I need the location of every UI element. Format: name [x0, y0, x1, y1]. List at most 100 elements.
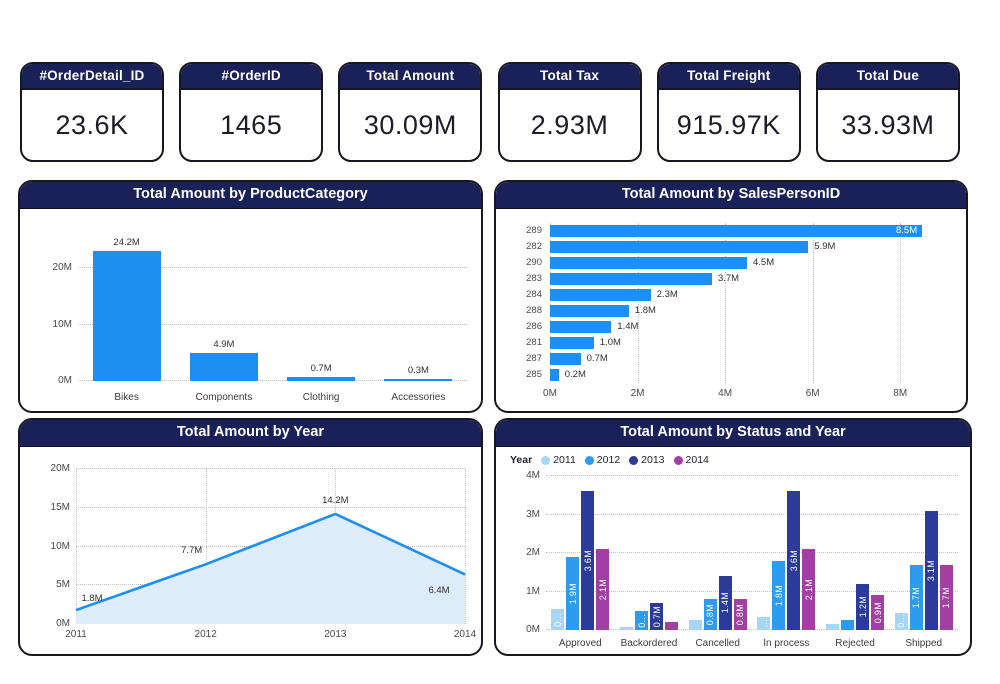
bar-backordered-2014[interactable] — [665, 622, 678, 630]
kpi-card-value: 23.6K — [55, 109, 129, 140]
status-group-5: 0... 1.7M 3.1M 1.7M — [889, 476, 958, 630]
bar-value-label: 1.7M — [911, 586, 922, 608]
legend-item-2013[interactable]: 2013 — [629, 454, 665, 466]
gridline — [725, 223, 727, 383]
chart-title-salesperson: Total Amount by SalesPersonID — [496, 182, 966, 209]
bar-value-label: 0.7M — [310, 363, 332, 375]
y-axis-label: 4M — [526, 470, 540, 481]
hbar-289[interactable]: 8.5M — [550, 225, 923, 237]
legend-item-2011[interactable]: 2011 — [541, 454, 576, 466]
kpi-card-value: 30.09M — [363, 109, 457, 140]
x-axis-label: Shipped — [905, 638, 943, 649]
panel-status-year: Total Amount by Status and Year Year 2011… — [494, 418, 972, 656]
legend-label: 2011 — [553, 454, 576, 466]
bar-approved-2013[interactable]: 3.6M — [581, 491, 595, 630]
bar-shipped-2014[interactable]: 1.7M — [939, 564, 953, 630]
gridline — [546, 629, 958, 630]
x-axis-label: Bikes — [114, 392, 139, 403]
row-id-label: 288 — [526, 305, 542, 316]
bar-cancelled-2013[interactable]: 1.4M — [718, 576, 732, 630]
x-axis-label: 2012 — [194, 629, 217, 640]
hbar-283[interactable]: 3.7M — [550, 273, 739, 285]
bar-accessories[interactable] — [384, 379, 453, 381]
area-series[interactable] — [76, 469, 465, 624]
bar-approved-2011[interactable]: 0... — [551, 608, 565, 630]
salesperson-plot: 0M 2M 4M 6M 8M 289 8.5M 282 5.9M 290 4.5M 283 3.7M 28… — [526, 223, 944, 399]
bar-rejected-2014[interactable]: 0.9M — [871, 595, 885, 630]
kpi-card[interactable]: Total Freight 915.97K — [656, 62, 801, 162]
bar-approved-2014[interactable]: 2.1M — [596, 549, 610, 630]
bar-value-label: 0.8M — [705, 603, 716, 626]
bar-rejected-2012[interactable] — [841, 620, 855, 630]
kpi-card-title: Total Tax — [499, 64, 640, 90]
bar-shipped-2013[interactable]: 3.1M — [924, 510, 938, 630]
status-group-0: 0... 1.9M 3.6M 2.1M — [546, 476, 615, 630]
legend-swatch-icon — [584, 455, 594, 465]
bar-value-label: 0... — [636, 613, 647, 628]
chart-title-year: Total Amount by Year — [20, 420, 481, 447]
bar-shipped-2012[interactable]: 1.7M — [909, 564, 923, 630]
salesperson-chart[interactable]: 0M 2M 4M 6M 8M 289 8.5M 282 5.9M 290 4.5M 283 3.7M 28… — [496, 209, 966, 411]
bar-value-label: 0.8M — [735, 603, 746, 626]
status-group-3: ... 1.8M 3.6M 2.1M — [752, 476, 821, 630]
bar-value-label: 0.7M — [651, 605, 662, 628]
bar-slot: 4.9M — [175, 237, 272, 381]
bar-backordered-2012[interactable]: 0... — [635, 610, 648, 630]
bar-in-process-2013[interactable]: 3.6M — [787, 491, 801, 630]
kpi-card[interactable]: #OrderDetail_ID 23.6K — [20, 62, 164, 162]
status-group-2: 0.8M 1.4M 0.8M — [683, 476, 752, 630]
legend-item-2012[interactable]: 2012 — [584, 454, 620, 466]
product-category-chart[interactable]: 0M 10M 20M 24.2M 4.9M 0.7M 0.3M Bikes Components… — [20, 209, 481, 411]
bar-rejected-2011[interactable] — [826, 624, 840, 630]
gridline — [76, 506, 465, 508]
kpi-card[interactable]: #OrderID 1465 — [179, 62, 324, 162]
gridline — [465, 469, 466, 624]
x-axis-label: Backordered — [620, 638, 678, 649]
hbar-281[interactable]: 1.0M — [550, 337, 621, 349]
x-axis-label: Clothing — [302, 392, 340, 403]
x-axis-label: 8M — [893, 388, 908, 399]
bar-in-process-2014[interactable]: 2.1M — [802, 549, 816, 630]
bar-shipped-2011[interactable]: 0... — [894, 612, 908, 630]
bar-components[interactable] — [189, 353, 258, 381]
legend-item-2014[interactable]: 2014 — [673, 454, 709, 466]
gridline — [78, 323, 467, 325]
kpi-card[interactable]: Total Tax 2.93M — [497, 62, 642, 162]
x-axis-label: 2013 — [324, 629, 347, 640]
row-id-label: 281 — [526, 337, 542, 348]
bar-in-process-2012[interactable]: 1.8M — [772, 560, 786, 630]
bar-bikes[interactable] — [92, 251, 161, 381]
kpi-card[interactable]: Total Amount 30.09M — [338, 62, 483, 162]
bar-value-label: 4.9M — [213, 339, 235, 351]
status-year-chart[interactable]: Year 2011 2012 2013 2014 0M 1M 2M 3M 4M 0... 1.9M 3.… — [496, 447, 970, 654]
legend-swatch-icon — [629, 455, 639, 465]
hbar-288[interactable]: 1.8M — [550, 305, 656, 317]
gridline — [76, 468, 465, 469]
hbar-282[interactable]: 5.9M — [550, 241, 835, 253]
bar-in-process-2011[interactable]: ... — [757, 616, 771, 630]
hbar-285[interactable]: 0.2M — [550, 369, 586, 381]
bar-cancelled-2014[interactable]: 0.8M — [733, 599, 747, 630]
hbar-286[interactable]: 1.4M — [550, 321, 638, 333]
hbar-290[interactable]: 4.5M — [550, 257, 774, 269]
bar-value-label: 1.4M — [720, 592, 731, 614]
gridline — [76, 469, 77, 624]
bar-approved-2012[interactable]: 1.9M — [566, 556, 580, 630]
bar-value-label: 8.5M — [895, 225, 918, 236]
kpi-card[interactable]: Total Due 33.93M — [815, 62, 960, 162]
bar-clothing[interactable] — [287, 377, 356, 381]
bar-rejected-2013[interactable]: 1.2M — [856, 583, 870, 630]
hbar-287[interactable]: 0.7M — [550, 353, 608, 365]
gridline — [78, 267, 467, 269]
bar-backordered-2013[interactable]: 0.7M — [650, 603, 663, 630]
y-axis-label: 5M — [56, 579, 70, 591]
bar-cancelled-2011[interactable] — [688, 620, 702, 630]
hbar-284[interactable]: 2.3M — [550, 289, 678, 301]
bar-cancelled-2012[interactable]: 0.8M — [703, 599, 717, 630]
kpi-card-title: Total Freight — [658, 64, 799, 90]
status-plot: 0M 1M 2M 3M 4M 0... 1.9M 3.6M 2.1M 0... 0.7M 0.8M 1.… — [526, 471, 958, 635]
x-axis-label: 4M — [718, 388, 733, 399]
year-area-chart[interactable]: 0M 5M 10M 15M 20M 2011 2012 2013 2014 1.8M 7.7M 14.… — [20, 447, 481, 654]
bar-backordered-2011[interactable] — [620, 627, 633, 630]
bar-value-label: 2.1M — [803, 578, 814, 601]
